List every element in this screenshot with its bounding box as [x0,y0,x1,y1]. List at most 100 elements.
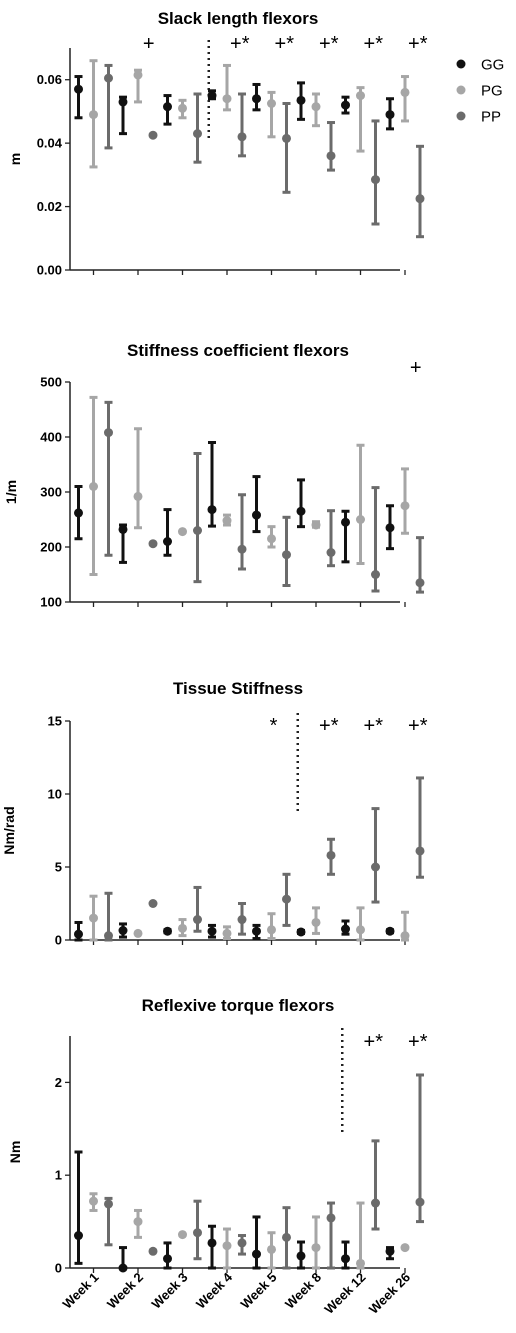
data-point [163,102,172,112]
data-point [118,1263,128,1273]
significance-marker: +* [408,1031,428,1053]
data-point [252,510,261,520]
panel-title: Tissue Stiffness [173,679,303,698]
x-category-label: Week 8 [282,1270,324,1312]
data-point [326,850,336,860]
data-point [207,505,217,515]
data-point [178,527,187,537]
x-category-label: Week 5 [237,1270,279,1312]
data-point [326,548,336,557]
data-point [74,508,83,518]
data-point [267,1244,276,1254]
x-category-label: Week 26 [366,1270,413,1317]
legend-marker [456,59,466,69]
data-point [282,1232,291,1242]
data-point [356,925,365,935]
x-category-label: Week 4 [193,1269,236,1312]
data-point [104,1199,113,1209]
data-point [148,899,158,908]
y-axis-label: m [7,153,23,165]
data-point [267,925,276,935]
data-point [207,91,217,101]
data-point [163,537,172,546]
data-point [356,515,365,524]
legend-label: PP [481,109,501,126]
data-point [385,523,395,533]
y-tick-label: 0 [55,1261,62,1276]
data-point [341,924,350,934]
legend-marker [456,85,466,95]
data-point [415,1197,425,1207]
significance-marker: + [143,33,155,55]
data-point [252,1249,261,1259]
significance-marker: +* [364,33,384,55]
y-axis-label: Nm [7,1141,23,1164]
y-tick-label: 400 [40,430,62,445]
y-tick-label: 0 [55,933,62,948]
y-tick-label: 0.06 [37,72,62,87]
data-point [371,1198,380,1208]
y-tick-label: 15 [48,714,62,729]
panel-1: Slack length flexors m 0.00 0.02 0.04 0.06 + +*… [7,9,428,278]
data-point [89,913,98,923]
data-point [163,926,172,936]
y-tick-label: 200 [40,540,62,555]
data-point [356,1258,365,1268]
data-point [311,1243,321,1253]
data-point [371,175,380,185]
x-category-label: Week 3 [148,1270,190,1312]
x-category-label: Week 12 [321,1270,368,1317]
data-point [193,915,202,925]
data-point [267,99,276,108]
significance-marker: +* [408,715,428,737]
data-point [104,428,113,438]
data-point [415,578,425,588]
data-point [267,534,276,544]
data-point [296,1251,306,1261]
data-point [222,1241,232,1251]
data-point [148,539,158,549]
data-point [133,928,143,938]
data-point [296,95,306,105]
data-point [178,1230,187,1240]
significance-marker: +* [319,33,339,55]
data-point [415,846,425,856]
data-point [237,1238,247,1248]
y-tick-label: 0.00 [37,263,62,278]
data-point [133,491,143,501]
y-tick-label: 1 [55,1168,62,1183]
legend: GG PG PP [456,57,504,126]
y-axis-label: Nm/rad [1,806,17,854]
data-point [74,1231,83,1241]
legend-marker [456,111,466,121]
panel-title: Stiffness coefficient flexors [127,341,349,360]
data-point [178,923,187,933]
data-point [311,917,321,927]
data-point [207,1238,217,1248]
data-point [326,151,336,161]
data-point [356,91,365,101]
data-point [296,506,306,516]
data-point [118,926,128,936]
data-point [371,862,380,872]
data-point [148,1246,158,1256]
data-point [296,927,306,937]
panel-2: Stiffness coefficient flexors 1/m 100 200 30… [3,341,425,610]
significance-marker: + [410,357,422,379]
panel-title: Slack length flexors [158,9,319,28]
y-tick-label: 300 [40,485,62,500]
data-point [104,73,113,83]
data-point [400,87,410,97]
y-tick-label: 2 [55,1075,62,1090]
significance-marker: +* [364,715,384,737]
data-point [311,102,321,112]
y-tick-label: 10 [48,787,62,802]
data-point [89,482,98,491]
significance-marker: +* [319,715,339,737]
data-point [104,931,113,941]
significance-marker: +* [230,33,250,55]
data-point [237,915,247,925]
